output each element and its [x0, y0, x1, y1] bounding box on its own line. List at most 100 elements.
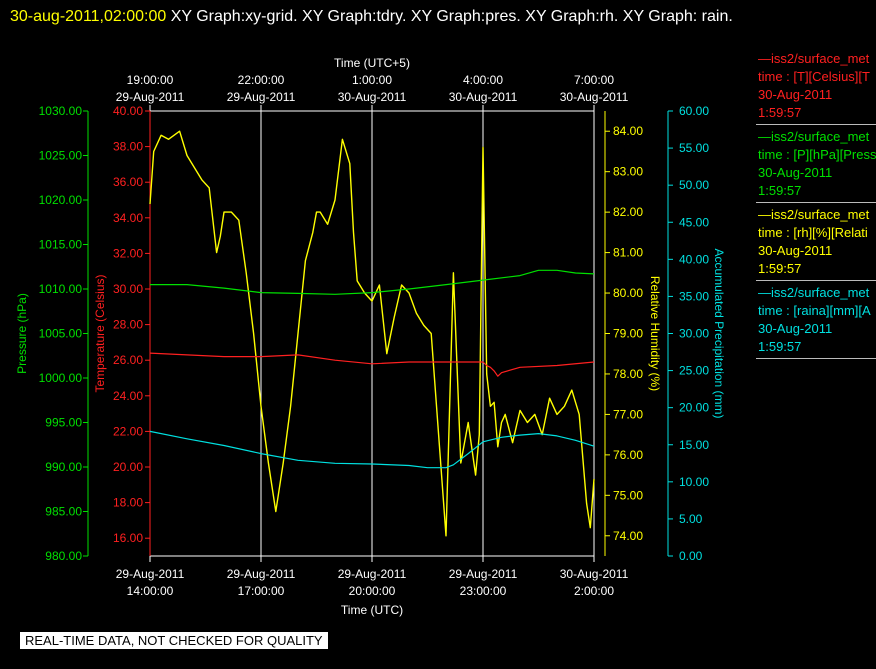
pressure-tick-label: 1000.00 [39, 371, 83, 385]
legend-date: 30-Aug-2011 [758, 243, 833, 258]
pressure-tick-label: 1010.00 [39, 282, 83, 296]
rain-tick-label: 55.00 [679, 141, 709, 155]
temperature-tick-label: 18.00 [113, 496, 143, 510]
x-top-tick-label-time: 7:00:00 [574, 73, 614, 87]
legend-entry-temperature[interactable]: —iss2/surface_met time : [T][Celsius][T … [756, 50, 876, 125]
x-top-axis-label: Time (UTC+5) [334, 56, 410, 70]
x-top-tick-label-time: 22:00:00 [238, 73, 285, 87]
x-tick-label-date: 29-Aug-2011 [338, 567, 407, 581]
window-title: 30-aug-2011,02:00:00 XY Graph:xy-grid. X… [10, 2, 860, 31]
rain-tick-label: 35.00 [679, 289, 709, 303]
legend-line2: time : [rh][%][Relati [758, 225, 868, 240]
pressure-series-line [150, 269, 595, 295]
x-tick-label-time: 23:00:00 [460, 584, 507, 598]
x-tick-label-date: 29-Aug-2011 [227, 567, 296, 581]
legend-date: 30-Aug-2011 [758, 321, 833, 336]
legend-line1: —iss2/surface_met [758, 51, 870, 66]
humidity-tick-label: 75.00 [613, 488, 643, 502]
title-timestamp: 30-aug-2011,02:00:00 [10, 8, 167, 25]
legend-line2: time : [P][hPa][Press [758, 147, 876, 162]
x-tick-label-date: 30-Aug-2011 [560, 567, 629, 581]
rain-tick-label: 0.00 [679, 549, 703, 563]
temperature-tick-label: 32.00 [113, 246, 143, 260]
temperature-axis-label: Temperature (Celsius) [93, 274, 107, 392]
x-tick-label-time: 17:00:00 [238, 584, 285, 598]
xy-chart: 29-Aug-2011 14:00:00 19:00:00 29-Aug-2011 29… [15, 56, 726, 617]
title-graph-list: XY Graph:xy-grid. XY Graph:tdry. XY Grap… [170, 8, 733, 25]
x-tick-label-date: 29-Aug-2011 [449, 567, 518, 581]
rain-tick-label: 20.00 [679, 401, 709, 415]
x-tick-label-time: 20:00:00 [349, 584, 396, 598]
legend-entry-pressure[interactable]: —iss2/surface_met time : [P][hPa][Press … [756, 128, 876, 203]
temperature-tick-label: 34.00 [113, 211, 143, 225]
legend-date: 30-Aug-2011 [758, 165, 833, 180]
pressure-tick-label: 1020.00 [39, 193, 83, 207]
x-top-tick-label-time: 1:00:00 [352, 73, 392, 87]
x-top-tick-label-time: 19:00:00 [127, 73, 174, 87]
pressure-tick-label: 1005.00 [39, 327, 83, 341]
temperature-series-line [149, 352, 595, 377]
legend-entry-rain[interactable]: —iss2/surface_met time : [raina][mm][A 3… [756, 284, 876, 359]
x-top-tick-label-date: 30-Aug-2011 [338, 90, 407, 104]
rain-tick-label: 60.00 [679, 104, 709, 118]
legend-time: 1:59:57 [758, 261, 802, 276]
pressure-tick-label: 990.00 [45, 460, 82, 474]
rain-series-line [149, 430, 595, 469]
x-axis-label: Time (UTC) [341, 603, 403, 617]
rain-tick-label: 15.00 [679, 438, 709, 452]
humidity-tick-label: 84.00 [613, 124, 643, 138]
humidity-tick-label: 78.00 [613, 367, 643, 381]
x-top-tick-label-date: 29-Aug-2011 [227, 90, 296, 104]
temperature-tick-label: 24.00 [113, 389, 143, 403]
rain-tick-label: 30.00 [679, 327, 709, 341]
humidity-tick-label: 80.00 [613, 286, 643, 300]
x-top-tick-label-time: 4:00:00 [463, 73, 503, 87]
legend-time: 1:59:57 [758, 183, 802, 198]
x-tick-label-time: 14:00:00 [127, 584, 174, 598]
legend-date: 30-Aug-2011 [758, 87, 833, 102]
humidity-tick-label: 74.00 [613, 529, 643, 543]
x-top-tick-label-date: 30-Aug-2011 [449, 90, 518, 104]
humidity-tick-label: 83.00 [613, 165, 643, 179]
pressure-tick-label: 985.00 [45, 505, 82, 519]
legend-time: 1:59:57 [758, 105, 802, 120]
humidity-series-line [149, 130, 595, 537]
humidity-tick-label: 79.00 [613, 327, 643, 341]
rain-axis-label: Accumulated Precipitation (mm) [712, 248, 726, 418]
temperature-tick-label: 16.00 [113, 531, 143, 545]
pressure-tick-label: 995.00 [45, 416, 82, 430]
legend-line1: —iss2/surface_met [758, 285, 870, 300]
humidity-tick-label: 82.00 [613, 205, 643, 219]
legend-line1: —iss2/surface_met [758, 129, 870, 144]
legend-line2: time : [raina][mm][A [758, 303, 871, 318]
humidity-tick-label: 81.00 [613, 246, 643, 260]
rain-tick-label: 40.00 [679, 252, 709, 266]
x-tick-label-time: 2:00:00 [574, 584, 614, 598]
legend-time: 1:59:57 [758, 339, 802, 354]
x-top-tick-label-date: 30-Aug-2011 [560, 90, 629, 104]
temperature-tick-label: 40.00 [113, 104, 143, 118]
temperature-tick-label: 36.00 [113, 175, 143, 189]
temperature-tick-label: 20.00 [113, 460, 143, 474]
temperature-tick-label: 30.00 [113, 282, 143, 296]
pressure-tick-label: 1015.00 [39, 238, 83, 252]
rain-tick-label: 50.00 [679, 178, 709, 192]
rain-tick-label: 5.00 [679, 512, 703, 526]
legend-line2: time : [T][Celsius][T [758, 69, 870, 84]
pressure-axis-label: Pressure (hPa) [15, 293, 29, 374]
rain-tick-label: 10.00 [679, 475, 709, 489]
pressure-tick-label: 1025.00 [39, 149, 83, 163]
pressure-tick-label: 980.00 [45, 549, 82, 563]
temperature-tick-label: 26.00 [113, 353, 143, 367]
rain-tick-label: 25.00 [679, 364, 709, 378]
pressure-tick-label: 1030.00 [39, 104, 83, 118]
temperature-tick-label: 38.00 [113, 140, 143, 154]
humidity-tick-label: 76.00 [613, 448, 643, 462]
rain-tick-label: 45.00 [679, 215, 709, 229]
x-tick-label-date: 29-Aug-2011 [116, 567, 185, 581]
legend-entry-humidity[interactable]: —iss2/surface_met time : [rh][%][Relati … [756, 206, 876, 281]
legend-line1: —iss2/surface_met [758, 207, 870, 222]
temperature-tick-label: 28.00 [113, 318, 143, 332]
legend: —iss2/surface_met time : [T][Celsius][T … [756, 50, 876, 362]
quality-notice: REAL-TIME DATA, NOT CHECKED FOR QUALITY [20, 632, 328, 649]
